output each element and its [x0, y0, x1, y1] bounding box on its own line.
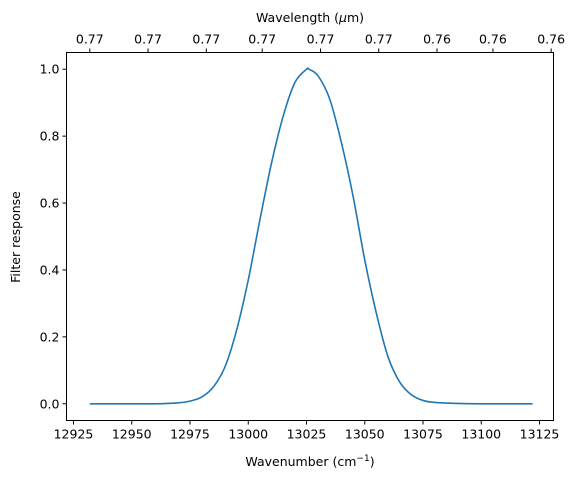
y-axis-ticks: 0.0 0.2 0.4 0.6 0.8 1.0	[40, 62, 67, 411]
top-x-tick-label: 0.77	[192, 32, 220, 47]
x-tick-label: 12925	[54, 427, 94, 442]
top-x-tick-label: 0.77	[76, 32, 104, 47]
x-tick-label: 13075	[403, 427, 443, 442]
top-x-axis-label: Wavelength (μm)	[256, 10, 364, 25]
x-tick-label: 13000	[228, 427, 268, 442]
x-tick-label: 12975	[170, 427, 210, 442]
top-x-tick-label: 0.77	[307, 32, 335, 47]
x-axis-label: Wavenumber (cm−1)	[245, 454, 374, 469]
x-tick-label: 13125	[520, 427, 560, 442]
top-x-tick-label: 0.76	[537, 32, 565, 47]
x-axis-ticks: 12925 12950 12975 13000 13025 13050 13075 13100…	[54, 420, 560, 442]
x-tick-label: 13100	[461, 427, 501, 442]
y-tick-label: 0.4	[40, 262, 60, 277]
top-x-tick-label: 0.77	[365, 32, 393, 47]
plot-frame	[66, 52, 554, 421]
top-x-tick-label: 0.77	[134, 32, 162, 47]
top-x-tick-label: 0.76	[479, 32, 507, 47]
y-tick-label: 0.0	[40, 396, 60, 411]
x-tick-label: 12950	[112, 427, 152, 442]
y-tick-label: 0.6	[40, 196, 60, 211]
top-x-tick-label: 0.76	[423, 32, 451, 47]
filter-response-line	[89, 67, 533, 405]
top-x-tick-label: 0.77	[248, 32, 276, 47]
x-tick-label: 13025	[287, 427, 327, 442]
y-tick-label: 0.8	[40, 129, 60, 144]
top-x-axis-ticks: 0.77 0.77 0.77 0.77 0.77 0.77 0.76 0.76 0.76	[76, 32, 565, 53]
plot-area	[89, 67, 533, 405]
y-tick-label: 0.2	[40, 329, 60, 344]
y-axis-label: Filter response	[8, 191, 23, 283]
y-tick-label: 1.0	[40, 62, 60, 77]
x-tick-label: 13050	[345, 427, 385, 442]
